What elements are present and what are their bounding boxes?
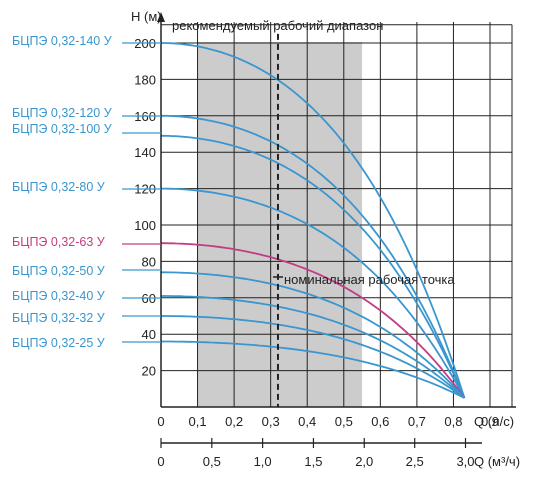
- y-tick-label: 180: [134, 72, 156, 87]
- x-tick-label: 0,7: [408, 414, 426, 429]
- y-tick-label: 80: [142, 254, 156, 269]
- recommended-range-label: рекомендуемый рабочий диапазон: [172, 18, 383, 33]
- y-tick-label: 20: [142, 364, 156, 379]
- series-label: БЦПЭ 0,32-50 У: [12, 264, 105, 278]
- curve-line: [161, 187, 466, 399]
- x-tick-labels: 0 0,1 0,2 0,3 0,4 0,5 0,6 0,7 0,8 0,9: [157, 414, 499, 429]
- curve-line: [161, 271, 466, 399]
- x-axis-label: Q (л/с): [474, 414, 514, 429]
- x-tick-label: 0: [157, 414, 164, 429]
- series-label: БЦПЭ 0,32-25 У: [12, 336, 105, 350]
- series-label: БЦПЭ 0,32-100 У: [12, 122, 112, 136]
- curve-line: [161, 315, 465, 399]
- x2-tick-label: 0: [157, 454, 164, 469]
- x-tick-label: 0,3: [262, 414, 280, 429]
- curve-line: [161, 134, 466, 399]
- x2-tick-labels: 0 0,5 1,0 1,5 2,0 2,5 3,0: [157, 454, 474, 469]
- x-tick-label: 0,4: [298, 414, 316, 429]
- y-tick-label: 100: [134, 218, 156, 233]
- series-label: БЦПЭ 0,32-40 У: [12, 289, 105, 303]
- x-tick-label: 0,9: [481, 414, 499, 429]
- series-label: БЦПЭ 0,32-80 У: [12, 180, 105, 194]
- x-tick-label: 0,5: [335, 414, 353, 429]
- curves: [161, 42, 466, 399]
- x2-axis-label: Q (м³/ч): [474, 454, 520, 469]
- x-tick-label: 0,6: [371, 414, 389, 429]
- y-tick-label: 140: [134, 145, 156, 160]
- curve-line: [161, 114, 466, 399]
- x2-tick-label: 1,5: [304, 454, 322, 469]
- x2-tick-label: 2,5: [406, 454, 424, 469]
- x-tick-label: 0,2: [225, 414, 243, 429]
- curve-line: [161, 42, 466, 399]
- y-axis-label: H (м): [131, 9, 162, 24]
- series-label: БЦПЭ 0,32-120 У: [12, 106, 112, 120]
- y-axis-arrow: [157, 12, 165, 22]
- series-labels: БЦПЭ 0,32-140 У БЦПЭ 0,32-120 У БЦПЭ 0,32-…: [12, 34, 283, 350]
- x2-tick-label: 2,0: [355, 454, 373, 469]
- x-tick-label: 0,8: [444, 414, 462, 429]
- curve-line: [161, 242, 466, 399]
- series-label: БЦПЭ 0,32-63 У: [12, 235, 105, 249]
- nominal-point-label: номинальная рабочая точка: [284, 272, 455, 287]
- curve-line: [161, 340, 465, 399]
- curve-line: [161, 295, 466, 399]
- x2-tick-label: 0,5: [203, 454, 221, 469]
- y-tick-label: 40: [142, 327, 156, 342]
- x-tick-label: 0,1: [189, 414, 207, 429]
- x2-tick-label: 1,0: [254, 454, 272, 469]
- series-label: БЦПЭ 0,32-140 У: [12, 34, 112, 48]
- x2-tick-label: 3,0: [456, 454, 474, 469]
- series-label: БЦПЭ 0,32-32 У: [12, 311, 105, 325]
